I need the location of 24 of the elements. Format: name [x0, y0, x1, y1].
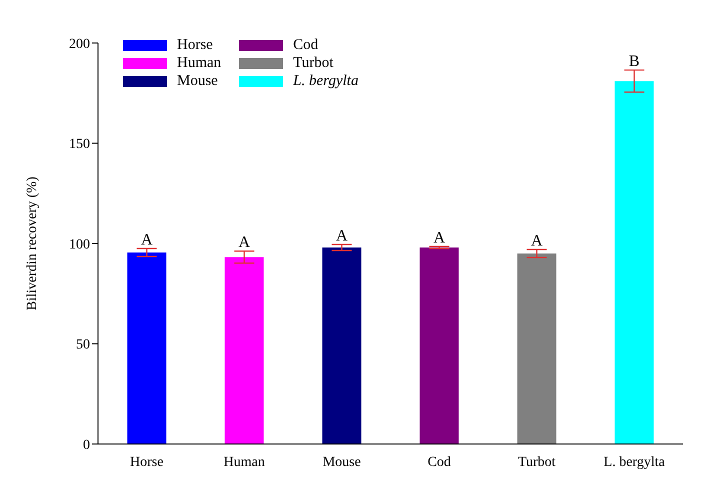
y-tick-label: 150 [69, 137, 90, 152]
x-tick-label: Horse [130, 455, 164, 470]
x-tick-label: Human [224, 455, 265, 470]
x-tick-label: Mouse [322, 455, 361, 470]
category-label: Horse [177, 36, 213, 52]
annotation: A [238, 234, 250, 252]
annotation: A [530, 232, 543, 250]
x-tick-label: L. bergylta [604, 455, 666, 470]
y-tick-label: 200 [69, 36, 90, 52]
category-label: Turbot [293, 54, 334, 70]
category-label: Human [177, 54, 222, 70]
y-tick-label: 50 [76, 338, 90, 353]
category-label: Mouse [177, 72, 218, 88]
annotation: B [628, 53, 640, 70]
x-tick-label: Cod [428, 455, 451, 470]
y-axis-title: Biliverdin recovery (%) [24, 176, 40, 310]
y-tick-label: 100 [69, 237, 90, 252]
category-label: Cod [293, 36, 318, 52]
annotation: A [433, 230, 446, 247]
x-tick-label: Turbot [518, 455, 556, 470]
annotation: A [140, 232, 153, 249]
annotation: A [336, 228, 348, 245]
y-tick-label: 0 [83, 438, 90, 453]
category-label: L. bergylta [293, 72, 358, 88]
